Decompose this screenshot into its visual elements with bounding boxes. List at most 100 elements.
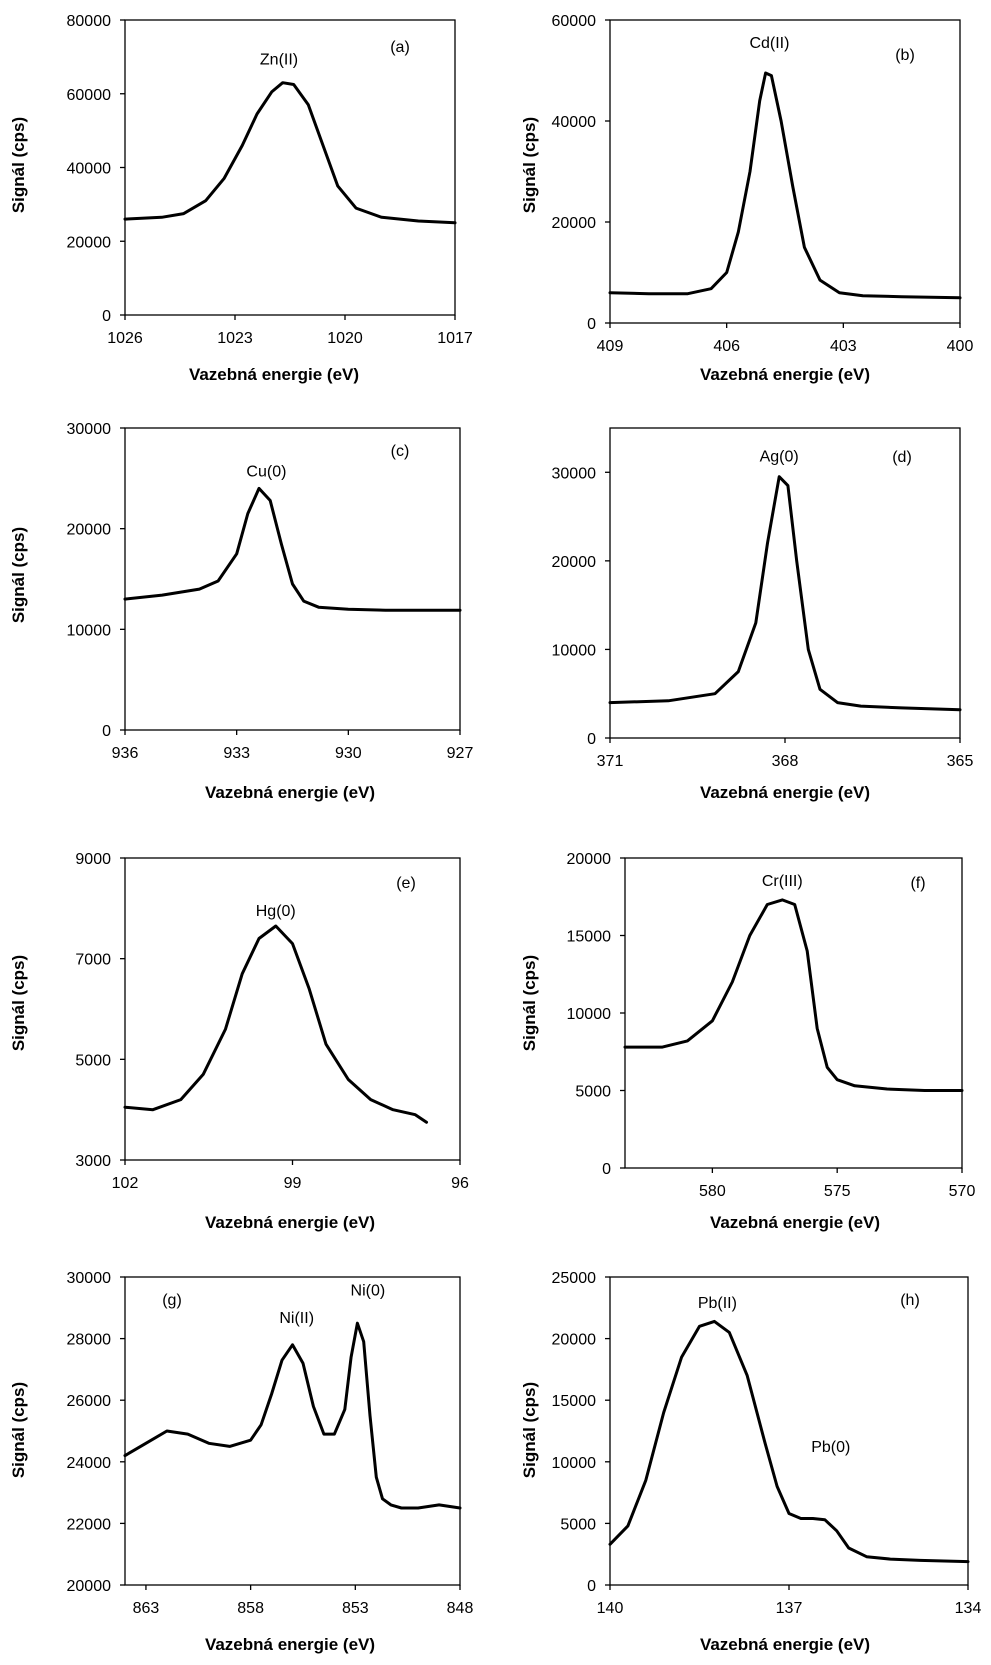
panel-d-x-tick-label: 368 (772, 753, 799, 770)
panel-g-y-tick-label: 26000 (67, 1393, 112, 1410)
panel-a-y-tick-label: 40000 (67, 161, 112, 178)
panel-h-x-tick-label: 134 (955, 1600, 982, 1617)
panel-g-peak-label: Ni(II) (279, 1310, 314, 1327)
panel-a-x-tick-label: 1026 (107, 330, 143, 347)
panel-e-x-axis-title: Vazebná energie (eV) (205, 1213, 375, 1232)
panel-b-x-tick-label: 406 (713, 338, 740, 355)
panel-g-x-tick-label: 863 (133, 1600, 160, 1617)
panel-f-x-tick-label: 575 (824, 1183, 851, 1200)
panel-c-panel-label: (c) (391, 443, 410, 460)
panel-d-peak-label: Ag(0) (760, 449, 799, 466)
panel-h-y-tick-label: 0 (587, 1578, 596, 1595)
panel-g-x-axis-title: Vazebná energie (eV) (205, 1635, 375, 1654)
panel-f-y-tick-label: 10000 (567, 1006, 612, 1023)
panel-h-y-tick-label: 10000 (552, 1455, 597, 1472)
panel-b-x-tick-label: 403 (830, 338, 857, 355)
panel-a-peak-label: Zn(II) (260, 51, 298, 68)
panel-c-x-tick-label: 933 (223, 745, 250, 762)
panel-f-x-tick-label: 570 (949, 1183, 976, 1200)
panel-a-x-tick-label: 1017 (437, 330, 473, 347)
panel-c-y-tick-label: 10000 (67, 622, 112, 639)
panel-f-x-tick-label: 580 (699, 1183, 726, 1200)
panel-g-spectrum-line (123, 1321, 462, 1510)
panel-d-y-tick-label: 0 (587, 731, 596, 748)
panel-a-y-axis-title: Signál (cps) (9, 117, 28, 213)
panel-g-y-tick-label: 24000 (67, 1455, 112, 1472)
panel-a-y-tick-label: 80000 (67, 13, 112, 30)
panel-f-y-axis-title: Signál (cps) (520, 955, 539, 1051)
panel-f-y-tick-label: 5000 (575, 1084, 611, 1101)
panel-d-plot-frame (609, 427, 961, 739)
panel-b-peak-label: Cd(II) (749, 35, 789, 52)
panel-d-x-tick-label: 371 (597, 753, 624, 770)
panel-d-x-tick-label: 365 (947, 753, 974, 770)
panel-b-y-tick-label: 40000 (552, 114, 597, 131)
panel-c-y-tick-label: 0 (102, 723, 111, 740)
panel-b-y-axis-title: Signál (cps) (520, 117, 539, 213)
panel-f-panel-label: (f) (910, 875, 925, 892)
panel-e-x-tick-label: 96 (451, 1175, 469, 1192)
panel-e-spectrum-line (123, 924, 428, 1124)
panel-h-y-tick-label: 5000 (560, 1516, 596, 1533)
panel-b-panel-label: (b) (895, 47, 915, 64)
panel-g-y-axis-title: Signál (cps) (9, 1382, 28, 1478)
panel-a-x-axis-title: Vazebná energie (eV) (189, 365, 359, 384)
panel-g-x-tick-label: 858 (237, 1600, 264, 1617)
panel-b-y-tick-label: 20000 (552, 215, 597, 232)
panel-c-x-tick-label: 930 (335, 745, 362, 762)
panel-g-y-tick-label: 28000 (67, 1332, 112, 1349)
panel-b-y-tick-label: 0 (587, 316, 596, 333)
panel-b-x-tick-label: 409 (597, 338, 624, 355)
panel-h-x-tick-label: 140 (597, 1600, 624, 1617)
panel-e-x-tick-label: 99 (284, 1175, 302, 1192)
panel-f-x-axis-title: Vazebná energie (eV) (710, 1213, 880, 1232)
panel-d-y-tick-label: 20000 (552, 554, 597, 571)
panel-e-y-tick-label: 3000 (75, 1153, 111, 1170)
panel-a-y-tick-label: 20000 (67, 234, 112, 251)
panel-d-panel-label: (d) (892, 449, 912, 466)
panel-g-plot-frame (124, 1276, 461, 1586)
panel-f-y-tick-label: 0 (602, 1161, 611, 1178)
panel-g-y-tick-label: 22000 (67, 1516, 112, 1533)
panel-e-y-tick-label: 5000 (75, 1052, 111, 1069)
panel-e-peak-label: Hg(0) (256, 903, 296, 920)
panel-e-panel-label: (e) (396, 875, 416, 892)
panel-b-x-axis-title: Vazebná energie (eV) (700, 365, 870, 384)
panel-h-peak-label: Pb(II) (698, 1295, 737, 1312)
panel-a-panel-label: (a) (390, 39, 410, 56)
panel-b-y-tick-label: 60000 (552, 13, 597, 30)
panel-h-x-axis-title: Vazebná energie (eV) (700, 1635, 870, 1654)
panel-e-y-tick-label: 7000 (75, 952, 111, 969)
panel-h-plot-frame (609, 1276, 969, 1586)
panel-e-x-tick-label: 102 (112, 1175, 139, 1192)
panel-c-y-tick-label: 20000 (67, 522, 112, 539)
panel-a-y-tick-label: 60000 (67, 87, 112, 104)
panel-c-x-axis-title: Vazebná energie (eV) (205, 783, 375, 802)
panel-b-plot-frame (609, 19, 961, 324)
panel-h-y-axis-title: Signál (cps) (520, 1382, 539, 1478)
panel-h-panel-label: (h) (900, 1292, 920, 1309)
panel-g-x-tick-label: 853 (342, 1600, 369, 1617)
panel-h-spectrum-line (608, 1319, 970, 1564)
panel-d-spectrum-line (608, 475, 962, 712)
panel-h-y-tick-label: 20000 (552, 1332, 597, 1349)
panel-a-x-tick-label: 1020 (327, 330, 363, 347)
panel-c-y-tick-label: 30000 (67, 421, 112, 438)
panel-c-spectrum-line (123, 486, 462, 612)
panel-b-x-tick-label: 400 (947, 338, 974, 355)
panel-g-y-tick-label: 20000 (67, 1578, 112, 1595)
panel-c-x-tick-label: 927 (447, 745, 474, 762)
panel-h-y-tick-label: 15000 (552, 1393, 597, 1410)
panel-h-peak-label: Pb(0) (811, 1439, 850, 1456)
panel-g-x-tick-label: 848 (447, 1600, 474, 1617)
panel-h-y-tick-label: 25000 (552, 1270, 597, 1287)
panel-d-x-axis-title: Vazebná energie (eV) (700, 783, 870, 802)
panel-g-panel-label: (g) (162, 1292, 182, 1309)
panel-f-y-tick-label: 15000 (567, 929, 612, 946)
panel-c-x-tick-label: 936 (112, 745, 139, 762)
panel-c-y-axis-title: Signál (cps) (9, 527, 28, 623)
panel-c-plot-frame (124, 427, 461, 731)
panel-e-y-axis-title: Signál (cps) (9, 955, 28, 1051)
panel-f-spectrum-line (623, 898, 964, 1092)
